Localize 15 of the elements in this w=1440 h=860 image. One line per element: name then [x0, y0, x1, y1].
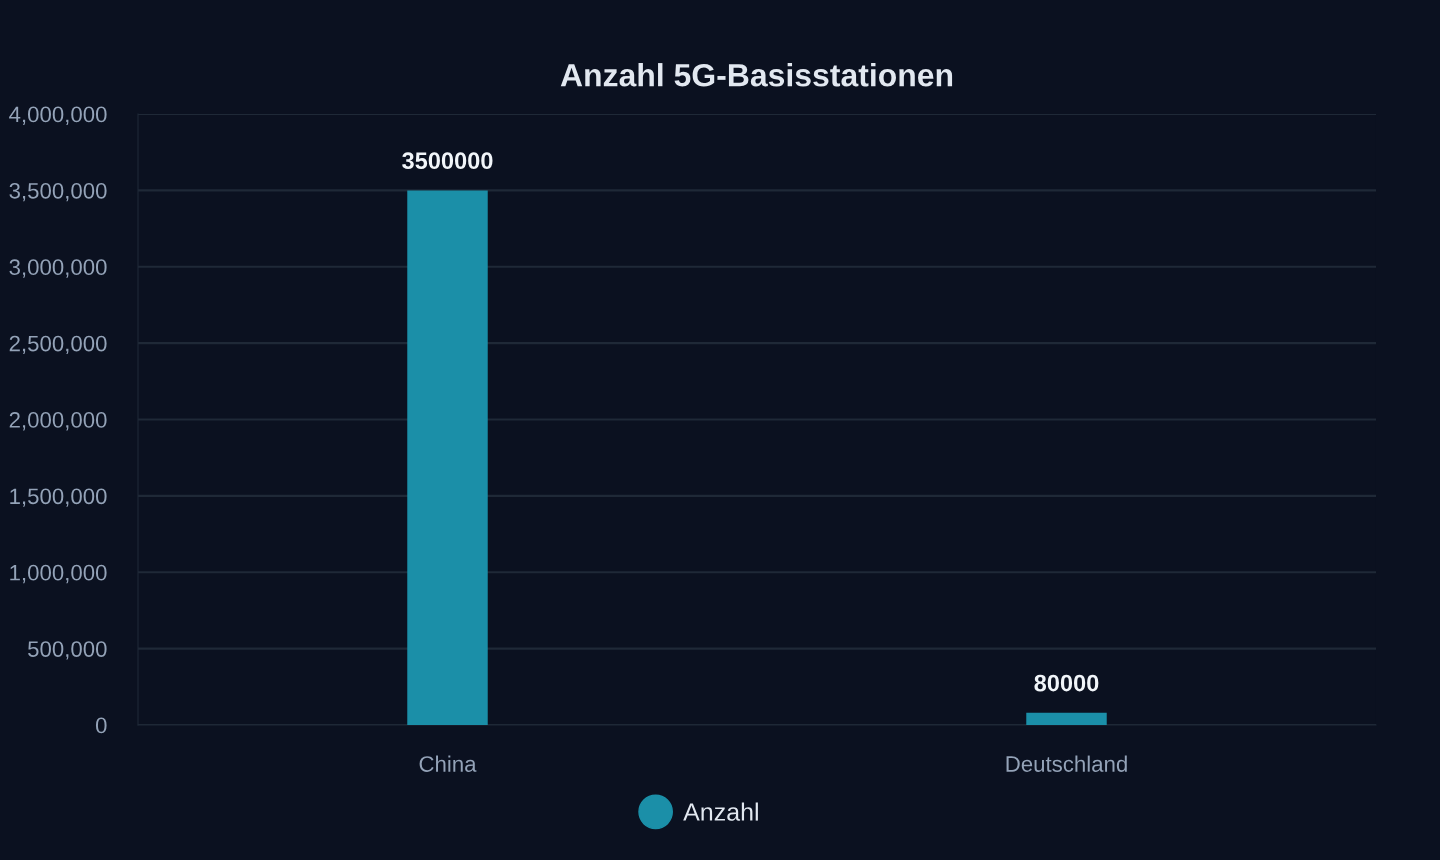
- y-tick-label: 2,500,000: [9, 335, 107, 355]
- y-tick-label: 2,000,000: [9, 412, 107, 431]
- x-tick-label: Deutschland: [1006, 755, 1127, 772]
- data-label: 3500000: [402, 152, 493, 170]
- y-tick-label: 4,000,000: [9, 106, 107, 125]
- legend-label: Anzahl: [683, 802, 758, 821]
- data-label: 80000: [1034, 674, 1099, 692]
- y-tick-label: 500,000: [28, 641, 107, 660]
- y-tick-label: 0: [95, 717, 107, 734]
- chart-title: Anzahl 5G-Basisstationen: [560, 63, 953, 87]
- y-tick-label: 3,000,000: [9, 259, 107, 278]
- y-tick-label: 1,000,000: [10, 564, 107, 584]
- y-tick-label: 3,500,000: [9, 182, 107, 202]
- y-tick-label: 1,500,000: [10, 488, 107, 507]
- x-tick-label: China: [419, 755, 477, 772]
